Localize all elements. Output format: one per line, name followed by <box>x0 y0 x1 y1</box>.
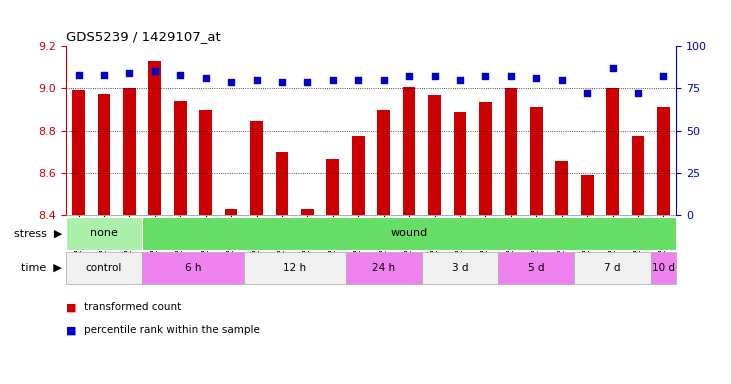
Bar <box>301 209 314 215</box>
Point <box>428 73 440 79</box>
Bar <box>148 61 161 215</box>
Point <box>632 90 644 96</box>
Bar <box>454 112 466 215</box>
Bar <box>403 87 415 215</box>
Point <box>175 72 186 78</box>
Point <box>98 72 110 78</box>
Text: control: control <box>86 263 122 273</box>
Bar <box>97 94 110 215</box>
Text: stress  ▶: stress ▶ <box>14 228 62 238</box>
Text: 12 h: 12 h <box>283 263 306 273</box>
Point <box>225 78 237 84</box>
Bar <box>504 88 518 215</box>
Point <box>404 73 415 79</box>
Text: transformed count: transformed count <box>84 302 181 312</box>
Bar <box>556 161 568 215</box>
Text: 7 d: 7 d <box>605 263 621 273</box>
Point <box>581 90 593 96</box>
Bar <box>200 111 212 215</box>
Bar <box>352 136 365 215</box>
Bar <box>428 94 441 215</box>
Text: percentile rank within the sample: percentile rank within the sample <box>84 325 260 335</box>
Bar <box>327 159 339 215</box>
Text: ■: ■ <box>66 302 76 312</box>
Point <box>480 73 491 79</box>
Point <box>200 75 211 81</box>
Bar <box>581 175 594 215</box>
Text: none: none <box>90 228 118 238</box>
Bar <box>530 108 542 215</box>
Text: GDS5239 / 1429107_at: GDS5239 / 1429107_at <box>66 30 221 43</box>
Point <box>251 77 262 83</box>
Text: 10 d: 10 d <box>652 263 675 273</box>
Bar <box>174 101 186 215</box>
Bar <box>276 152 288 215</box>
Text: time  ▶: time ▶ <box>21 263 62 273</box>
Point <box>505 73 517 79</box>
Point <box>302 78 314 84</box>
Point <box>72 72 84 78</box>
Text: 5 d: 5 d <box>528 263 545 273</box>
Bar <box>377 111 390 215</box>
Text: 3 d: 3 d <box>452 263 469 273</box>
Point <box>556 77 567 83</box>
Text: 24 h: 24 h <box>372 263 395 273</box>
Text: wound: wound <box>390 228 428 238</box>
Point <box>149 68 161 74</box>
Point <box>531 75 542 81</box>
Text: ■: ■ <box>66 325 76 335</box>
Point <box>607 65 618 71</box>
Bar <box>632 136 645 215</box>
Text: 6 h: 6 h <box>185 263 201 273</box>
Bar <box>606 88 619 215</box>
Bar <box>250 121 263 215</box>
Bar <box>72 91 85 215</box>
Bar <box>224 209 238 215</box>
Bar <box>657 108 670 215</box>
Point <box>454 77 466 83</box>
Point <box>658 73 670 79</box>
Point <box>327 77 338 83</box>
Bar <box>123 88 136 215</box>
Point <box>276 78 288 84</box>
Point <box>124 70 135 76</box>
Bar <box>479 102 492 215</box>
Point <box>352 77 364 83</box>
Point <box>378 77 390 83</box>
